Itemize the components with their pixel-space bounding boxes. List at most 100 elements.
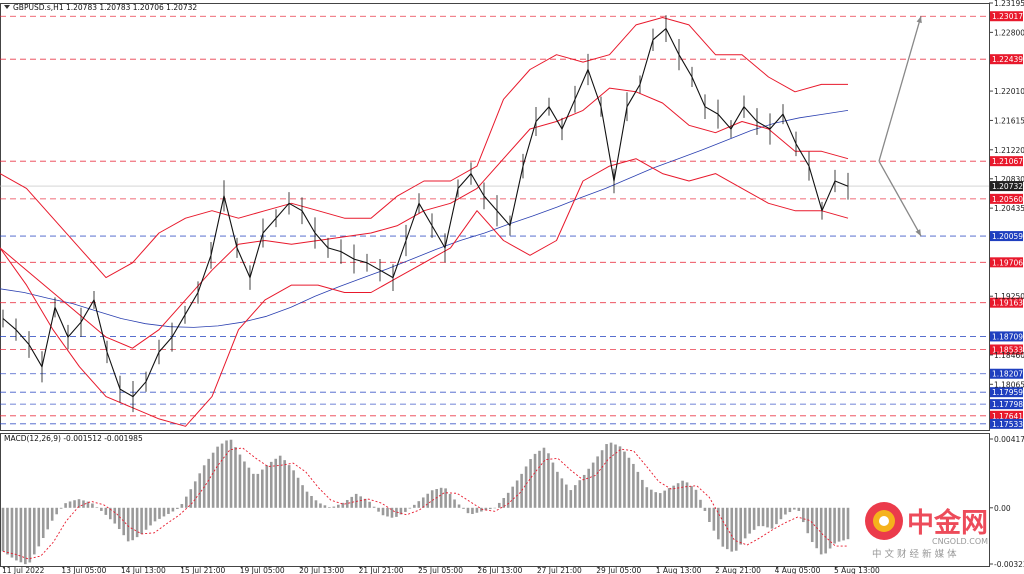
macd-bar xyxy=(323,505,327,508)
time-tick-label: 26 Jul 13:00 xyxy=(477,566,522,574)
price-axis: 1.23195 1.22800 1.22010 1.21615 1.21220 1.208… xyxy=(989,0,1024,389)
macd-tick-label: -0.003224 xyxy=(994,560,1024,569)
watermark-brand-en: CNGOLD.COM xyxy=(932,537,988,546)
bollinger-lower xyxy=(0,158,849,427)
arrow-up-head xyxy=(916,16,922,24)
macd-bar xyxy=(547,453,550,508)
macd-bar xyxy=(77,499,81,508)
macd-bar xyxy=(350,496,354,508)
macd-bar xyxy=(591,462,595,508)
macd-bar xyxy=(636,471,640,508)
macd-bar xyxy=(368,501,371,508)
macd-bar xyxy=(296,477,300,508)
time-axis: 11 Jul 2022 13 Jul 05:00 14 Jul 13:00 15 Ju… xyxy=(2,566,880,574)
macd-bar xyxy=(462,507,465,509)
macd-bar xyxy=(667,488,671,508)
price-tick-label: 1.23195 xyxy=(994,0,1024,8)
macd-bar xyxy=(542,447,546,508)
macd-bar xyxy=(779,507,783,520)
macd-bar xyxy=(694,489,698,508)
macd-bar xyxy=(801,507,805,523)
level-price-label: 1.22439 xyxy=(992,55,1023,64)
time-tick-label: 21 Jul 21:00 xyxy=(359,566,404,574)
level-price-tag xyxy=(990,11,1023,22)
level-price-tag xyxy=(990,368,1023,379)
macd-bar xyxy=(1,507,5,552)
macd-bar xyxy=(15,507,18,561)
macd-bar xyxy=(605,444,608,508)
macd-bar xyxy=(435,489,438,508)
macd-bar xyxy=(314,500,318,508)
macd-bar xyxy=(126,507,130,542)
macd-bar xyxy=(466,507,470,514)
macd-bar xyxy=(475,507,479,513)
macd-bar xyxy=(828,507,832,549)
time-tick-label: 2 Aug 21:00 xyxy=(715,566,761,574)
macd-bar xyxy=(229,439,233,508)
macd-bar xyxy=(189,489,193,508)
macd-bar xyxy=(404,507,407,512)
macd-bar xyxy=(149,507,152,526)
macd-bar xyxy=(243,461,246,508)
macd-bar xyxy=(104,507,108,515)
time-tick-label: 29 Jul 05:00 xyxy=(596,566,641,574)
macd-bar xyxy=(55,507,58,515)
time-tick-label: 1 Aug 13:00 xyxy=(656,566,702,574)
macd-bar xyxy=(632,463,635,508)
macd-bar xyxy=(278,455,282,508)
macd-bar xyxy=(493,507,497,509)
macd-bar xyxy=(699,499,702,508)
macd-bar xyxy=(153,507,157,522)
header-dropdown-icon[interactable] xyxy=(4,5,10,9)
macd-bar xyxy=(372,506,376,508)
macd-bar xyxy=(676,483,680,508)
price-tick-label: 1.18065 xyxy=(994,380,1024,389)
macd-bar xyxy=(122,507,126,536)
price-tick-label: 1.18460 xyxy=(994,351,1024,360)
macd-bar xyxy=(511,486,514,508)
projection-arrows xyxy=(878,16,922,237)
arrow-down-head xyxy=(915,229,921,237)
price-line xyxy=(2,28,849,398)
level-price-label: 1.21067 xyxy=(992,157,1023,166)
macd-bar xyxy=(238,454,242,508)
macd-bar xyxy=(180,504,184,508)
macd-bar xyxy=(234,447,237,508)
macd-bar xyxy=(421,497,425,508)
macd-bar xyxy=(261,469,264,508)
arrow-down xyxy=(878,160,922,237)
macd-bar xyxy=(609,442,613,508)
macd-bar xyxy=(310,495,313,508)
macd-bar xyxy=(766,507,769,528)
macd-bar xyxy=(739,507,742,545)
price-panel-frame xyxy=(0,3,990,431)
macd-bar xyxy=(354,493,358,508)
macd-bar xyxy=(842,507,845,541)
level-price-label: 1.19706 xyxy=(992,258,1023,267)
macd-bar xyxy=(144,507,148,530)
macd-bar xyxy=(426,493,430,508)
price-tick-label: 1.20830 xyxy=(994,175,1024,184)
macd-bar xyxy=(319,503,322,508)
level-price-label: 1.23017 xyxy=(992,12,1023,21)
macd-bar xyxy=(413,504,416,508)
macd-bar xyxy=(506,492,510,508)
macd-bar xyxy=(363,498,367,508)
macd-bar xyxy=(64,503,67,508)
macd-bar xyxy=(810,507,814,543)
macd-bar xyxy=(618,446,622,508)
level-price-tag xyxy=(990,387,1023,398)
macd-bar xyxy=(788,507,792,513)
macd-bar xyxy=(117,507,121,530)
macd-bar xyxy=(328,507,331,508)
macd-bar xyxy=(408,507,412,509)
macd-bar xyxy=(685,482,689,508)
level-price-label: 1.20059 xyxy=(992,232,1023,241)
price-tick-label: 1.22800 xyxy=(994,28,1024,37)
macd-bar xyxy=(489,507,492,510)
macd-bar xyxy=(252,473,255,508)
level-price-label: 1.18533 xyxy=(992,346,1023,355)
macd-bar xyxy=(824,507,827,554)
